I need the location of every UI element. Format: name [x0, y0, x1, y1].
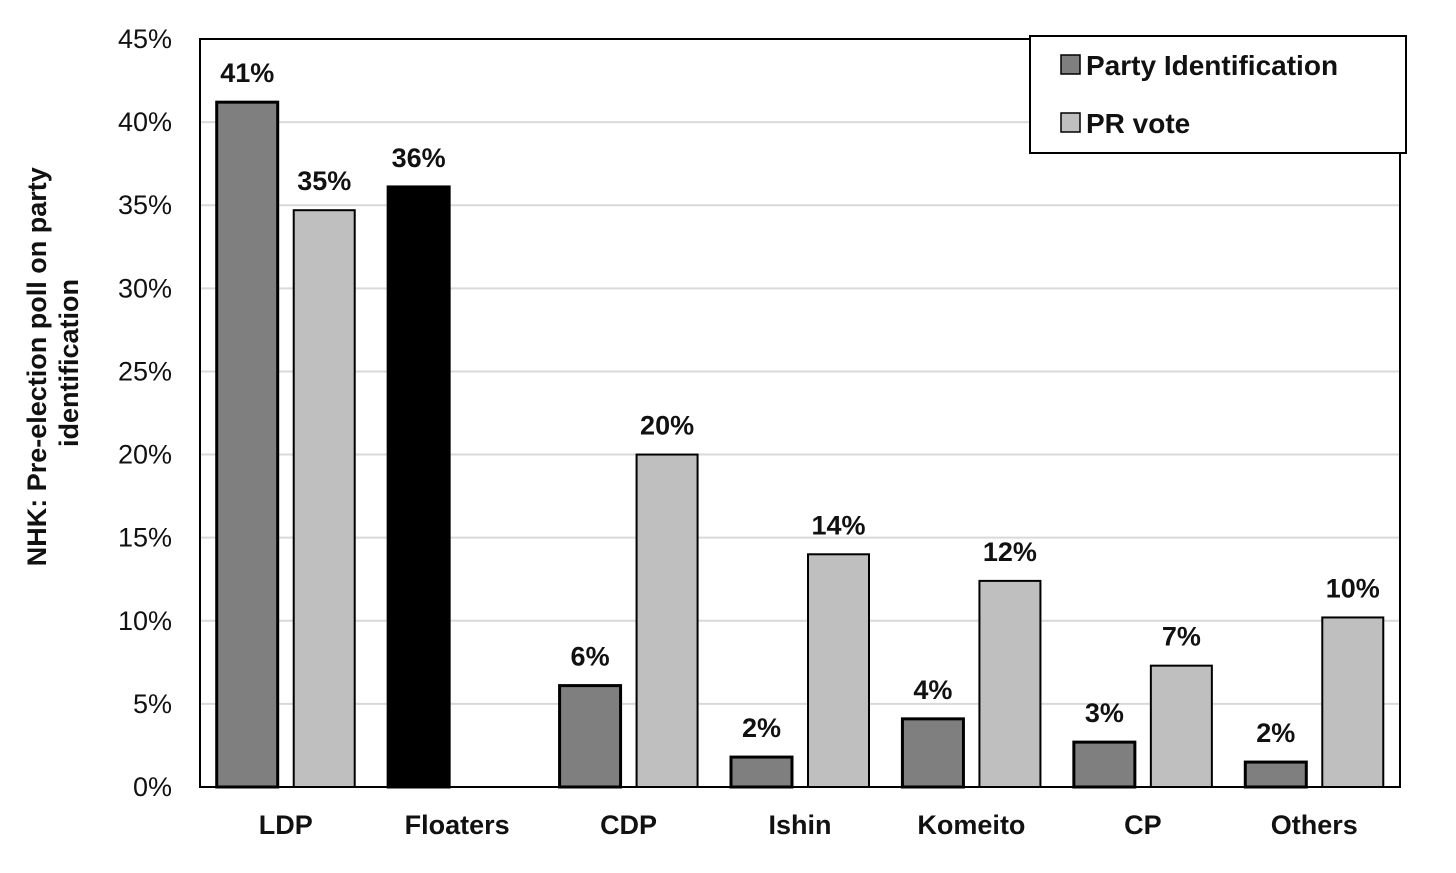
bar-pr-vote-ldp [292, 209, 356, 789]
bar-party-identification-others [1243, 760, 1308, 789]
x-tick-label-cp: CP [1124, 810, 1162, 840]
legend: Party Identification PR vote [1029, 35, 1407, 154]
bar-pr-vote-ishin [807, 553, 870, 788]
x-tick-label-floaters: Floaters [405, 810, 510, 840]
y-tick-label-5: 5% [133, 689, 172, 719]
data-label-pr-vote-komeito: 12% [983, 537, 1037, 567]
data-label-pr-vote-others: 10% [1326, 573, 1380, 603]
data-label-party-identification-others: 2% [1256, 718, 1295, 748]
x-axis-labels: LDP Floaters CDP Ishin Komeito CP Others [259, 810, 1358, 840]
y-axis-ticks: 0% 5% 10% 15% 20% 25% 30% 35% 40% 45% [118, 24, 172, 802]
legend-box [1029, 35, 1407, 154]
data-label-party-identification-ldp: 41% [220, 58, 274, 88]
legend-label-pr-vote: PR vote [1086, 108, 1190, 139]
x-tick-label-ldp: LDP [259, 810, 313, 840]
x-tick-label-cdp: CDP [600, 810, 657, 840]
data-label-party-identification-komeito: 4% [913, 675, 952, 705]
bar-party-identification-cdp [558, 684, 623, 789]
y-tick-label-25: 25% [118, 356, 172, 386]
legend-swatch-pr-vote [1060, 112, 1081, 133]
bar-pr-vote-others [1321, 616, 1385, 788]
bar-party-identification-komeito [900, 717, 965, 789]
data-label-party-identification-cp: 3% [1085, 698, 1124, 728]
data-label-pr-vote-cp: 7% [1162, 622, 1201, 652]
bars [215, 100, 1385, 789]
x-tick-label-ishin: Ishin [768, 810, 831, 840]
x-tick-label-others: Others [1271, 810, 1358, 840]
y-axis-title-line-2: identification [54, 279, 84, 447]
y-axis-title-line-1: NHK: Pre-election poll on party [22, 167, 52, 566]
data-label-party-identification-cdp: 6% [571, 642, 610, 672]
bar-pr-vote-cdp [635, 453, 699, 788]
bar-pr-vote-komeito [978, 579, 1042, 789]
legend-label-party-identification: Party Identification [1086, 50, 1338, 81]
y-tick-label-20: 20% [118, 440, 172, 470]
data-labels: 41% 35% 36% 6% 20% 2% 14% 4% 12% 3% 7% 2% 10% [220, 58, 1380, 748]
data-label-pr-vote-ishin: 14% [811, 510, 865, 540]
y-tick-label-45: 45% [118, 24, 172, 54]
y-tick-label-30: 30% [118, 273, 172, 303]
data-label-pr-vote-ldp: 35% [297, 166, 351, 196]
y-tick-label-35: 35% [118, 190, 172, 220]
bar-party-identification-ldp [215, 100, 280, 789]
data-label-party-identification-floaters: 36% [392, 143, 446, 173]
data-label-party-identification-ishin: 2% [742, 713, 781, 743]
y-tick-label-10: 10% [118, 606, 172, 636]
legend-swatch-party-identification [1060, 54, 1081, 75]
y-axis-title: NHK: Pre-election poll on party identifi… [22, 160, 84, 567]
y-tick-label-15: 15% [118, 523, 172, 553]
data-label-pr-vote-cdp: 20% [640, 411, 694, 441]
plot-frame [199, 38, 1401, 788]
y-tick-label-0: 0% [133, 772, 172, 802]
bar-pr-vote-cp [1149, 664, 1213, 788]
bar-party-identification-ishin [729, 755, 794, 789]
x-tick-label-komeito: Komeito [917, 810, 1025, 840]
y-tick-label-40: 40% [118, 107, 172, 137]
bar-party-identification-floaters [386, 185, 451, 789]
bar-party-identification-cp [1072, 740, 1137, 789]
